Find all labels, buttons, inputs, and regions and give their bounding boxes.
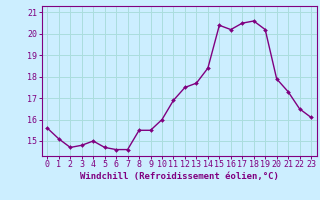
X-axis label: Windchill (Refroidissement éolien,°C): Windchill (Refroidissement éolien,°C) [80, 172, 279, 181]
